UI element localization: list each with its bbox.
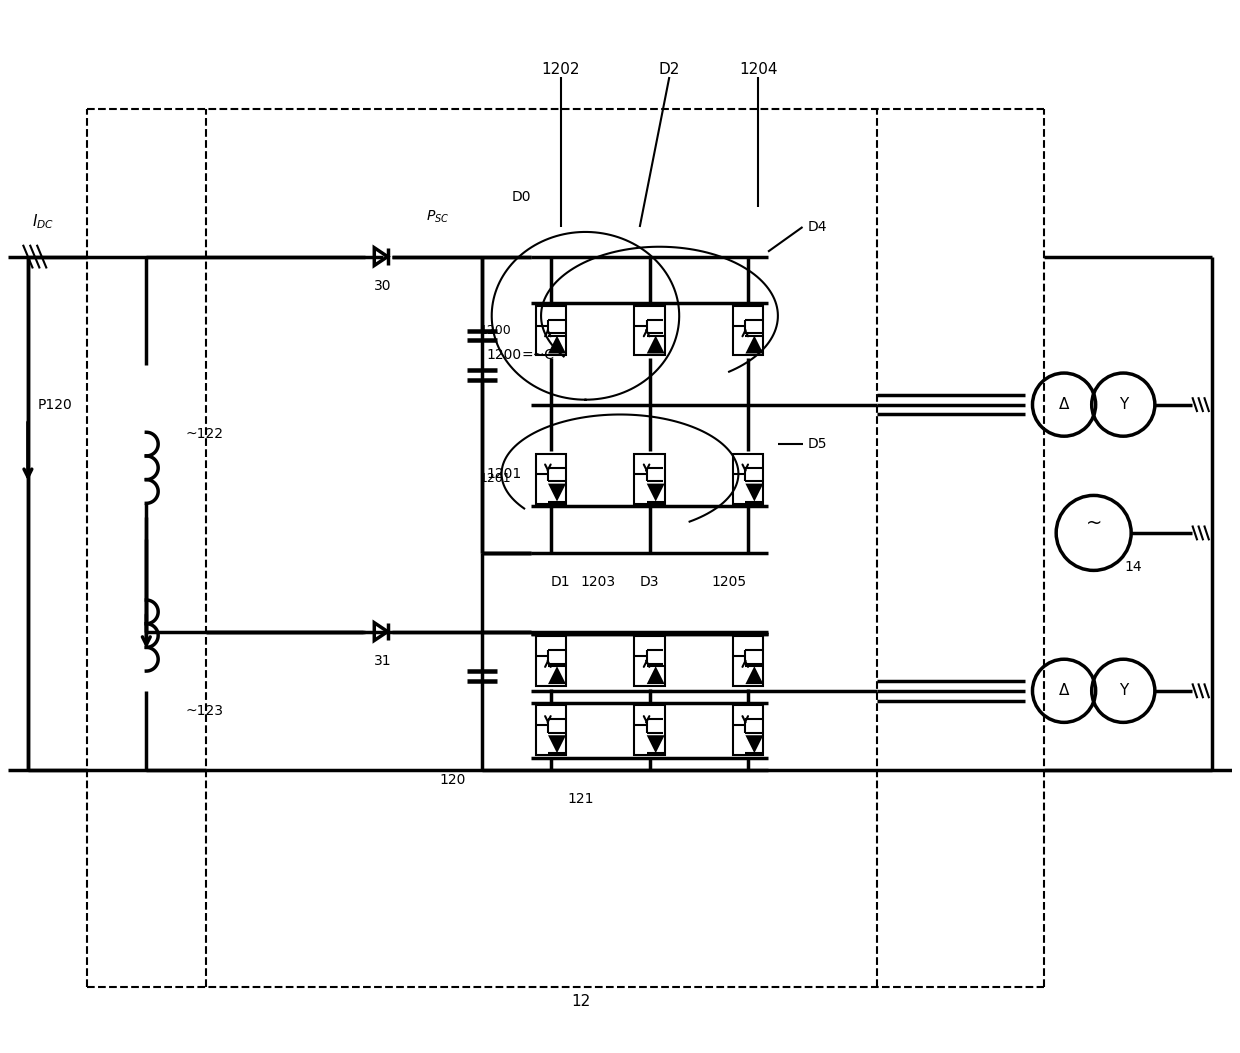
Bar (635, 454, 665, 503)
Text: $P_{SC}$: $P_{SC}$ (425, 208, 449, 225)
Bar (733, 305, 764, 356)
Bar (733, 636, 764, 687)
Bar (635, 636, 665, 687)
Bar (536, 305, 567, 356)
Text: 121: 121 (567, 792, 594, 807)
Text: 14: 14 (1125, 560, 1142, 575)
Text: D3: D3 (640, 575, 660, 590)
Text: 1200: 1200 (480, 324, 511, 337)
Text: 1204: 1204 (739, 62, 777, 77)
Text: 12: 12 (570, 994, 590, 1009)
Polygon shape (548, 735, 565, 753)
Text: 1203: 1203 (580, 575, 615, 590)
Bar (536, 454, 567, 503)
Text: D1: D1 (551, 575, 570, 590)
Bar (733, 706, 764, 755)
Text: =~C: =~C (521, 349, 554, 362)
Text: $I_{DC}$: $I_{DC}$ (32, 213, 53, 232)
Bar (635, 305, 665, 356)
Text: ~123: ~123 (186, 703, 223, 717)
Text: D4: D4 (807, 220, 827, 234)
Text: 31: 31 (374, 654, 392, 669)
Polygon shape (647, 735, 665, 753)
Text: Δ: Δ (1059, 397, 1069, 412)
Text: Y: Y (1118, 397, 1128, 412)
Polygon shape (745, 483, 764, 501)
Text: 1201: 1201 (486, 466, 521, 481)
Polygon shape (647, 336, 665, 354)
Polygon shape (745, 735, 764, 753)
Text: Δ: Δ (1059, 683, 1069, 698)
Text: D0: D0 (512, 191, 531, 204)
Text: 1200: 1200 (486, 349, 521, 362)
Text: ~122: ~122 (186, 428, 223, 441)
Text: 30: 30 (374, 279, 392, 293)
Polygon shape (647, 667, 665, 684)
Bar (536, 636, 567, 687)
Text: 1201: 1201 (480, 472, 511, 485)
Text: P120: P120 (37, 398, 72, 412)
Text: D2: D2 (658, 62, 680, 77)
Polygon shape (745, 667, 764, 684)
Polygon shape (745, 336, 764, 354)
Polygon shape (548, 667, 565, 684)
Text: D5: D5 (807, 437, 827, 451)
Bar (536, 706, 567, 755)
Bar (733, 454, 764, 503)
Text: 120: 120 (439, 773, 465, 787)
Bar (635, 706, 665, 755)
Polygon shape (548, 483, 565, 501)
Text: 1202: 1202 (542, 62, 580, 77)
Text: ~: ~ (1085, 514, 1102, 533)
Text: 1205: 1205 (711, 575, 746, 590)
Text: Y: Y (1118, 683, 1128, 698)
Polygon shape (647, 483, 665, 501)
Polygon shape (548, 336, 565, 354)
